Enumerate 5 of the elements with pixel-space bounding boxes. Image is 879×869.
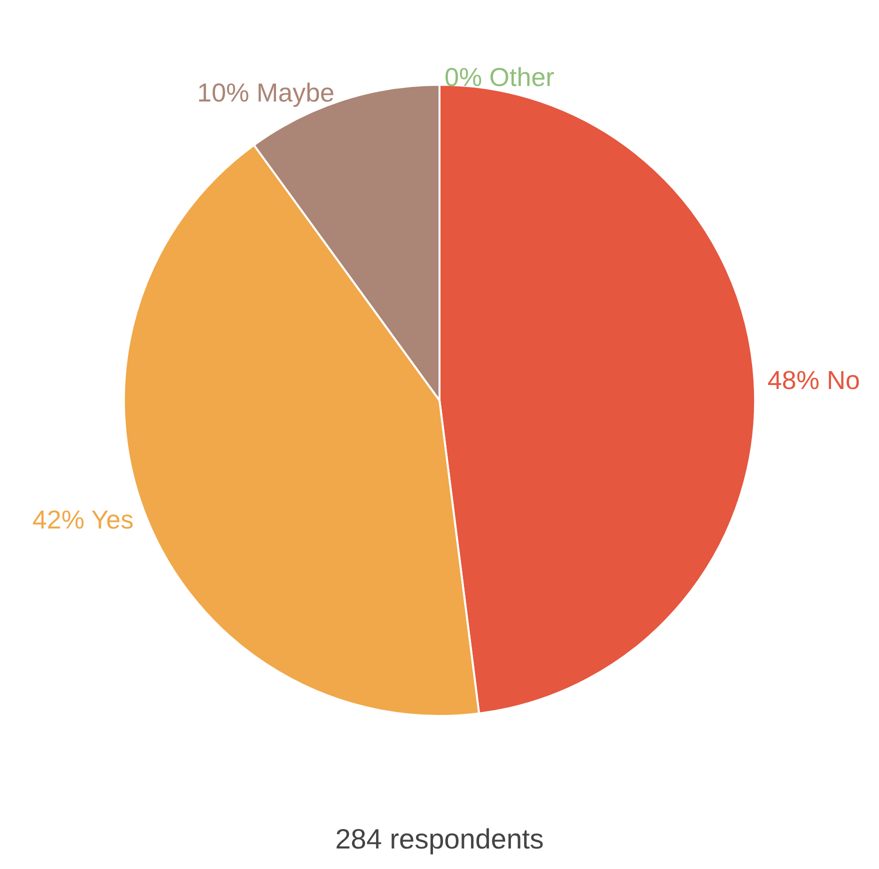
text: 284 respondents: [335, 824, 544, 854]
slice-label: 48% No: [767, 365, 860, 396]
slice-label: 42% Yes: [32, 504, 134, 535]
text: 0% Other: [444, 62, 554, 92]
slice-label: 10% Maybe: [197, 78, 334, 108]
